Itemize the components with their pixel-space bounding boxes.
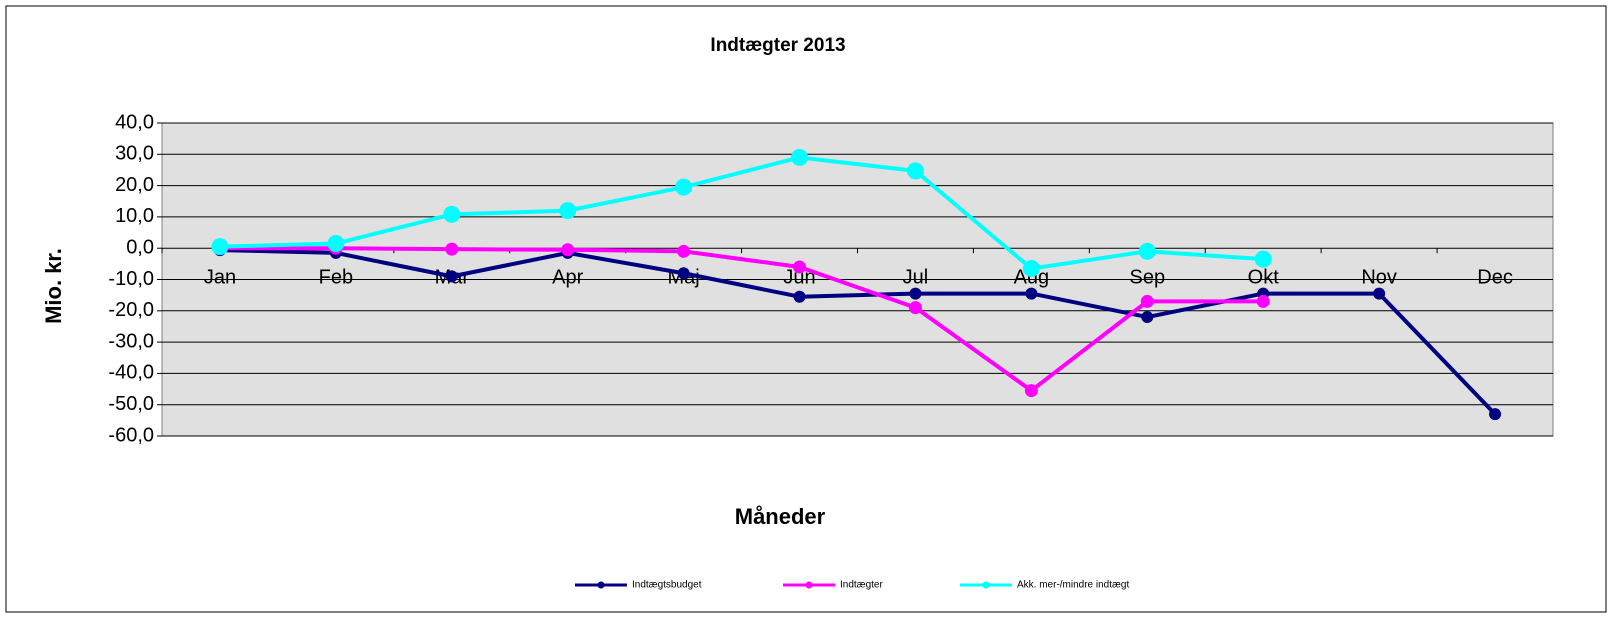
- data-point: [1138, 242, 1156, 260]
- y-tick-label: 20,0: [115, 174, 154, 196]
- data-point: [211, 238, 229, 256]
- legend-marker: [982, 581, 990, 589]
- legend-label: Indtægter: [840, 580, 883, 591]
- y-axis-title: Mio. kr.: [41, 248, 66, 324]
- data-point: [908, 301, 922, 315]
- data-point: [1024, 384, 1038, 398]
- legend-marker: [597, 581, 605, 589]
- data-point: [1025, 287, 1038, 300]
- x-tick-label: Dec: [1477, 266, 1513, 288]
- data-point: [559, 202, 577, 220]
- data-point: [791, 148, 809, 166]
- legend-label: Indtægtsbudget: [632, 580, 702, 591]
- data-point: [909, 287, 922, 300]
- data-point: [677, 267, 690, 280]
- y-tick-label: -10,0: [108, 268, 154, 290]
- data-point: [1256, 294, 1270, 308]
- data-point: [1489, 408, 1502, 421]
- data-point: [1140, 294, 1154, 308]
- x-tick-label: Jul: [903, 266, 929, 288]
- y-tick-label: 10,0: [115, 205, 154, 227]
- y-tick-label: -20,0: [108, 299, 154, 321]
- series-line: [219, 248, 1497, 416]
- legend-marker: [805, 581, 813, 589]
- data-point: [906, 162, 924, 180]
- data-point: [445, 270, 458, 283]
- x-axis-title: Måneder: [735, 504, 826, 529]
- data-point: [1141, 311, 1154, 324]
- x-tick-label: Sep: [1129, 266, 1165, 288]
- y-tick-label: -40,0: [108, 362, 154, 384]
- x-tick-label: Jun: [783, 266, 815, 288]
- data-point: [327, 235, 345, 253]
- series-line: [219, 246, 1264, 393]
- y-tick-label: -30,0: [108, 330, 154, 352]
- data-point: [677, 244, 691, 258]
- x-tick-label: Okt: [1248, 266, 1280, 288]
- y-tick-label: 0,0: [126, 236, 154, 258]
- x-tick-label: Apr: [552, 266, 583, 288]
- chart-title: Indtægter 2013: [710, 35, 845, 56]
- x-tick-label: Feb: [319, 266, 353, 288]
- y-tick-label: -60,0: [108, 424, 154, 446]
- data-point: [1373, 287, 1386, 300]
- legend-label: Akk. mer-/mindre indtægt: [1017, 580, 1129, 591]
- data-point: [793, 290, 806, 303]
- data-point: [443, 205, 461, 223]
- y-tick-label: 30,0: [115, 143, 154, 165]
- data-point: [445, 242, 459, 256]
- series-line: [219, 155, 1264, 271]
- x-tick-label: Jan: [204, 266, 236, 288]
- y-tick-label: 40,0: [115, 111, 154, 133]
- y-tick-label: -50,0: [108, 393, 154, 415]
- data-point: [793, 260, 807, 274]
- data-point: [1254, 250, 1272, 268]
- data-point: [675, 178, 693, 196]
- data-point: [561, 243, 575, 257]
- x-tick-label: Nov: [1361, 266, 1397, 288]
- x-tick-label: Aug: [1014, 266, 1050, 288]
- data-point: [1022, 260, 1040, 278]
